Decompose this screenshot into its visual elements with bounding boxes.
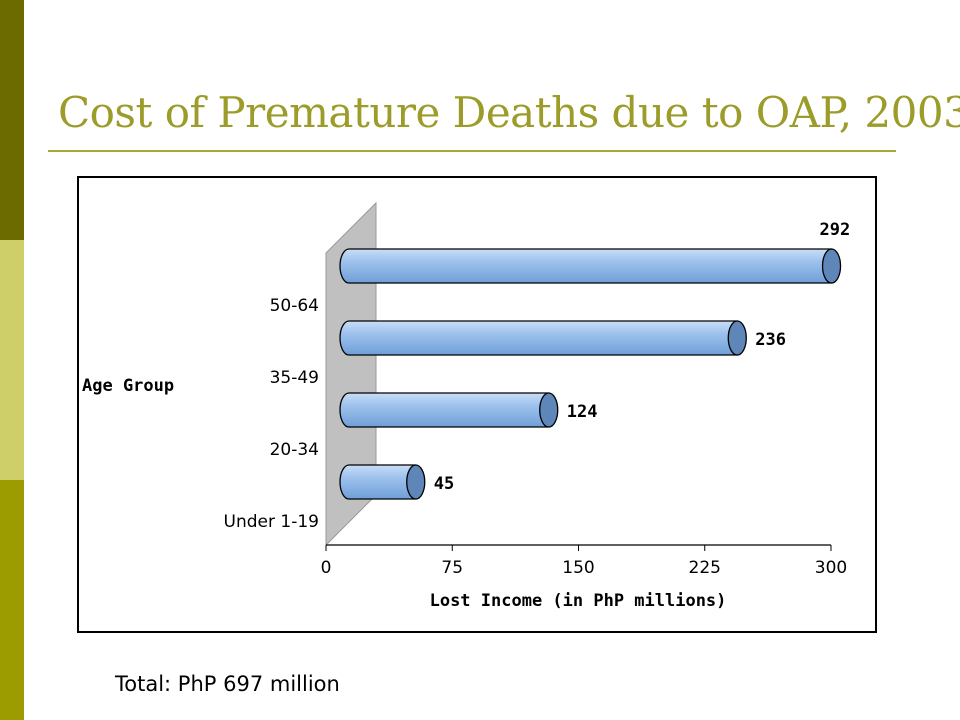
chart-frame: 0 75 150 225 300 Lost Income (in PhP millions… <box>77 176 877 633</box>
bar-20-34 <box>339 392 550 428</box>
y-axis-title: Age Group <box>82 376 174 396</box>
bar-50-64 <box>339 248 833 284</box>
total-footnote: Total: PhP 697 million <box>115 672 340 696</box>
slide-title: Cost of Premature Deaths due to OAP, 200… <box>58 88 960 137</box>
chart-back-wall <box>325 201 377 547</box>
bar-under-1-19 <box>339 464 417 500</box>
y-category-label: 50-64 <box>270 296 319 316</box>
y-category-label: 35-49 <box>270 368 319 388</box>
bar-data-label: 124 <box>567 402 598 422</box>
bar-35-49 <box>339 320 738 356</box>
bar-chart: 0 75 150 225 300 Lost Income (in PhP millions… <box>82 201 851 611</box>
x-axis-title: Lost Income (in PhP millions) <box>430 591 727 611</box>
bar-end-cap <box>727 320 747 356</box>
bar-end-cap <box>406 464 426 500</box>
side-bar-bottom <box>0 480 24 720</box>
bar-data-label: 292 <box>820 220 851 240</box>
bar-end-cap <box>821 248 842 284</box>
y-category-label: 20-34 <box>270 440 319 460</box>
x-tick-label: 150 <box>562 558 594 578</box>
side-bar-top <box>0 0 24 240</box>
x-tick-label: 0 <box>321 558 332 578</box>
x-tick-label: 225 <box>689 558 721 578</box>
x-tick-label: 75 <box>441 558 463 578</box>
bar-end-cap <box>539 392 559 428</box>
x-tick-label: 300 <box>815 558 847 578</box>
side-bar-middle <box>0 240 24 480</box>
title-underline <box>48 150 896 152</box>
bar-data-label: 45 <box>434 474 454 494</box>
bar-data-label: 236 <box>755 330 786 350</box>
y-category-label: Under 1-19 <box>224 512 319 532</box>
